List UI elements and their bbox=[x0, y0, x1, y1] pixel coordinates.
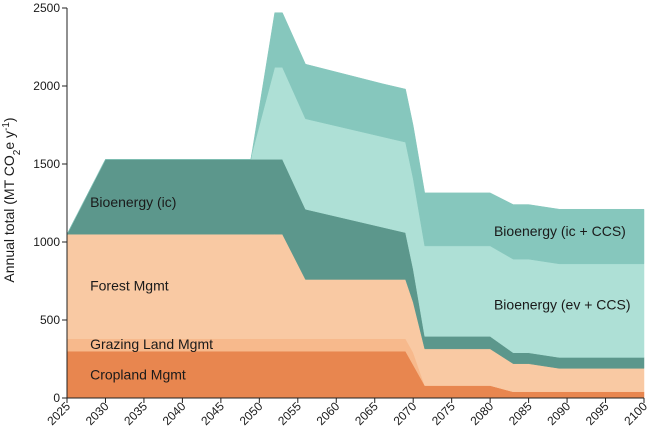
y-tick-label: 2500 bbox=[33, 1, 60, 15]
x-tick-label: 2095 bbox=[583, 399, 612, 428]
x-tick-label: 2050 bbox=[237, 399, 266, 428]
series-label-forest-mgmt: Forest Mgmt bbox=[90, 278, 169, 294]
y-tick-label: 1000 bbox=[33, 235, 60, 249]
x-tick-label: 2090 bbox=[544, 399, 573, 428]
x-tick-label: 2035 bbox=[121, 399, 150, 428]
x-tick-label: 2075 bbox=[429, 399, 458, 428]
axes bbox=[66, 8, 644, 399]
area-bioenergy-ic-ccs bbox=[66, 12, 645, 265]
x-tick-label: 2055 bbox=[275, 399, 304, 428]
series-label-cropland-mgmt: Cropland Mgmt bbox=[90, 367, 186, 383]
x-tick-label: 2100 bbox=[621, 399, 650, 428]
y-tick-label: 2000 bbox=[33, 79, 60, 93]
series-label-grazing-land-mgmt: Grazing Land Mgmt bbox=[90, 336, 213, 352]
x-tick-label: 2045 bbox=[198, 399, 227, 428]
x-tick-label: 2080 bbox=[467, 399, 496, 428]
series-labels: Cropland Mgmt Grazing Land Mgmt Forest Mgm… bbox=[90, 194, 630, 382]
y-tick-label: 0 bbox=[53, 391, 60, 405]
series-label-bioenergy-ev-ccs: Bioenergy (ev + CCS) bbox=[494, 296, 631, 312]
x-tick-label: 2070 bbox=[391, 399, 420, 428]
y-tick-label: 1500 bbox=[33, 157, 60, 171]
x-ticks: 2025 2030 2035 2040 2045 2050 2055 2060 2065 2070… bbox=[44, 398, 650, 428]
x-tick-label: 2030 bbox=[83, 399, 112, 428]
x-tick-label: 2085 bbox=[506, 399, 535, 428]
x-tick-label: 2065 bbox=[352, 399, 381, 428]
x-tick-label: 2040 bbox=[160, 399, 189, 428]
y-tick-label: 500 bbox=[40, 313, 60, 327]
area-layers bbox=[66, 12, 645, 399]
series-label-bioenergy-ic: Bioenergy (ic) bbox=[90, 194, 176, 210]
x-tick-label: 2060 bbox=[314, 399, 343, 428]
y-ticks: 0 500 1000 1500 2000 2500 bbox=[33, 1, 67, 405]
y-axis-label: Annual total (MT CO2e y-1) bbox=[1, 117, 23, 282]
series-label-bioenergy-ic-ccs: Bioenergy (ic + CCS) bbox=[494, 223, 626, 239]
